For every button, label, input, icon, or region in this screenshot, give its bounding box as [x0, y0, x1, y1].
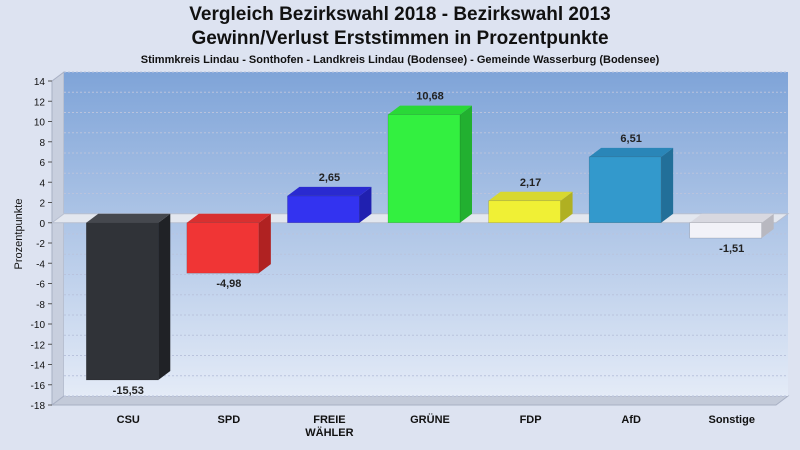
chart-subtitle: Gewinn/Verlust Erststimmen in Prozentpun…	[191, 28, 609, 49]
data-label: 2,17	[520, 177, 541, 189]
data-label: 6,51	[620, 133, 641, 145]
y-tick-label: 6	[39, 158, 45, 169]
bar-csu	[86, 222, 159, 381]
x-tick-label: GRÜNE	[410, 413, 450, 426]
bar-fdp	[488, 200, 561, 223]
x-tick-label: WÄHLER	[305, 426, 353, 439]
plot-side-wall	[51, 71, 65, 406]
y-tick-label: 8	[39, 138, 45, 149]
plot-floor	[50, 395, 790, 406]
y-tick-label: 12	[34, 97, 46, 108]
bar-side	[560, 191, 573, 223]
bar-side	[761, 213, 774, 239]
y-tick-label: -10	[31, 320, 46, 331]
bar-side	[460, 105, 472, 223]
y-tick-label: -8	[36, 300, 45, 311]
chart-location: Stimmkreis Lindau - Sonthofen - Landkrei…	[140, 54, 660, 66]
y-tick-label: -16	[31, 381, 46, 392]
y-tick-label: 2	[39, 199, 45, 210]
y-tick-label: 14	[34, 77, 46, 88]
bar-top	[488, 191, 573, 201]
data-label: -15,53	[113, 385, 144, 397]
bar-top	[589, 147, 674, 157]
y-axis-label: Prozentpunkte	[13, 199, 25, 270]
bar-freie-wähler	[287, 195, 360, 223]
bar-sonstige	[689, 222, 762, 239]
y-tick-label: -14	[31, 361, 46, 372]
bar-top	[186, 213, 271, 223]
y-tick-label: -6	[36, 280, 45, 291]
x-tick-label: AfD	[621, 414, 641, 426]
y-tick-label: 4	[39, 178, 45, 189]
y-tick-label: -4	[36, 259, 45, 270]
bar-top	[689, 213, 774, 223]
chart-title: Vergleich Bezirkswahl 2018 - Bezirkswahl…	[189, 4, 611, 25]
bar-side	[158, 213, 171, 380]
bar-afd	[588, 156, 662, 223]
x-tick-label: FDP	[520, 414, 542, 426]
bar-side	[258, 213, 271, 274]
bar-top	[287, 186, 372, 196]
bar-top	[86, 213, 171, 223]
data-label: 10,68	[416, 91, 444, 103]
data-label: -1,51	[719, 243, 744, 255]
x-tick-label: Sonstige	[708, 414, 754, 426]
y-tick-label: -18	[31, 401, 46, 412]
x-tick-label: CSU	[117, 414, 140, 426]
bar-spd	[186, 222, 260, 274]
y-tick-label: -12	[31, 340, 46, 351]
x-tick-label: SPD	[218, 414, 241, 426]
y-tick-label: 10	[34, 118, 46, 129]
y-tick-label: 0	[39, 219, 45, 230]
data-label: -4,98	[216, 278, 241, 290]
bar-grüne	[387, 114, 461, 223]
bar-side	[661, 147, 674, 223]
bar-top	[388, 105, 472, 115]
y-tick-label: -2	[36, 239, 45, 250]
x-tick-label: FREIE	[313, 414, 345, 426]
bar-side	[359, 186, 372, 223]
data-label: 2,65	[319, 172, 340, 184]
